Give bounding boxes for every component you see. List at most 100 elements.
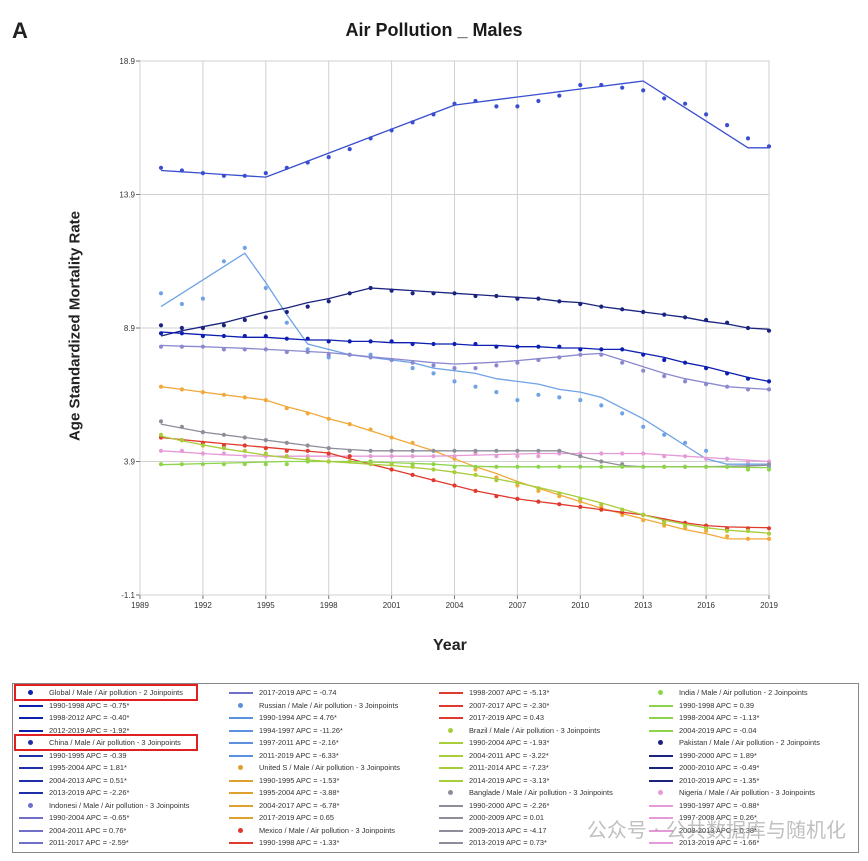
data-point — [431, 371, 436, 376]
data-point — [704, 382, 709, 387]
data-point — [494, 454, 499, 459]
data-point — [200, 462, 205, 467]
data-point — [284, 462, 289, 467]
data-point — [745, 136, 751, 141]
data-point — [536, 486, 541, 491]
data-point — [284, 165, 289, 170]
legend-line-marker — [647, 712, 675, 724]
data-point — [284, 336, 289, 341]
data-point — [368, 339, 373, 344]
data-point — [368, 355, 373, 360]
legend-label: 1990-1998 APC = -1.33* — [259, 838, 340, 847]
data-point — [284, 448, 289, 453]
legend-label: 1997-2011 APC = -2.16* — [259, 738, 339, 747]
data-point — [410, 341, 415, 347]
data-point — [431, 478, 436, 483]
data-point — [536, 454, 541, 459]
legend-line-marker — [227, 787, 255, 799]
legend-label: 2012-2019 APC = -1.92* — [49, 725, 130, 735]
data-point — [473, 448, 478, 453]
legend-label: 1995-2004 APC = 1.81* — [49, 763, 127, 772]
data-point — [494, 104, 499, 109]
data-point — [704, 464, 709, 469]
data-point — [179, 462, 184, 467]
data-point — [641, 512, 646, 518]
data-point — [305, 448, 310, 453]
data-point — [389, 448, 394, 453]
data-point — [179, 331, 184, 336]
legend-line-marker — [647, 762, 675, 774]
legend-line-marker — [647, 812, 675, 824]
data-point — [326, 416, 331, 421]
legend-label: 2007-2017 APC = -2.30* — [469, 700, 550, 710]
data-point — [536, 464, 541, 469]
data-point — [578, 301, 583, 307]
legend-dot-marker — [17, 800, 45, 812]
legend-label: 2011-2019 APC = -6.33* — [259, 750, 339, 760]
data-point — [578, 496, 583, 501]
legend-line-marker — [17, 762, 45, 774]
data-point — [515, 448, 520, 453]
legend-line-marker — [437, 825, 465, 837]
data-point — [599, 507, 604, 512]
legend-label: United S / Male / Air pollution - 3 Join… — [259, 763, 400, 772]
legend-line-marker — [437, 712, 465, 724]
data-point — [473, 384, 478, 389]
legend-label: 1990-1995 APC = -1.53* — [259, 775, 340, 785]
legend-line-marker — [437, 687, 465, 699]
legend-label: 1994-1997 APC = -11.26* — [259, 725, 343, 735]
data-point — [683, 101, 688, 106]
legend-dot-marker — [227, 762, 255, 774]
data-point — [410, 291, 415, 296]
data-point — [347, 352, 352, 357]
data-point — [158, 344, 164, 349]
data-point — [683, 464, 688, 469]
data-point — [347, 422, 352, 427]
data-point — [263, 347, 268, 352]
data-point — [452, 379, 457, 384]
legend-line-marker — [437, 750, 465, 762]
highlight-box — [14, 734, 198, 751]
data-point — [389, 467, 394, 472]
data-point — [305, 443, 310, 448]
data-point — [284, 320, 289, 325]
data-point — [347, 339, 352, 344]
data-point — [557, 299, 562, 304]
data-point — [158, 165, 164, 170]
legend-line-marker — [227, 775, 255, 787]
y-tick-label: 13.9 — [119, 191, 135, 200]
data-point — [326, 451, 331, 456]
legend-label: 2004-2011 APC = 0.76* — [49, 825, 127, 835]
data-point — [410, 120, 415, 125]
data-point — [431, 363, 436, 368]
legend-line-marker — [227, 800, 255, 812]
data-point — [389, 454, 394, 459]
legend-line-marker — [17, 825, 45, 837]
x-tick-label: 2010 — [571, 601, 589, 610]
legend-dot-marker — [227, 700, 255, 712]
data-point — [158, 448, 164, 453]
data-point — [263, 446, 268, 451]
data-point — [389, 339, 394, 344]
data-point — [557, 491, 562, 496]
data-point — [305, 349, 310, 355]
data-point — [326, 299, 331, 304]
data-point — [179, 325, 184, 331]
data-point — [725, 384, 730, 389]
data-point — [305, 304, 310, 309]
data-point — [452, 464, 457, 469]
data-point — [515, 344, 520, 349]
data-point — [641, 451, 646, 456]
data-point — [620, 347, 625, 352]
data-point — [683, 454, 688, 459]
data-point — [683, 379, 688, 384]
data-point — [158, 331, 164, 336]
data-point — [620, 451, 625, 456]
legend-dot-marker — [437, 725, 465, 737]
data-point — [242, 173, 247, 178]
data-point — [599, 451, 604, 456]
legend-line-marker — [17, 812, 45, 824]
data-point — [473, 488, 478, 493]
data-point — [745, 325, 751, 331]
legend-label: Pakistan / Male / Air pollution - 2 Join… — [679, 738, 820, 747]
